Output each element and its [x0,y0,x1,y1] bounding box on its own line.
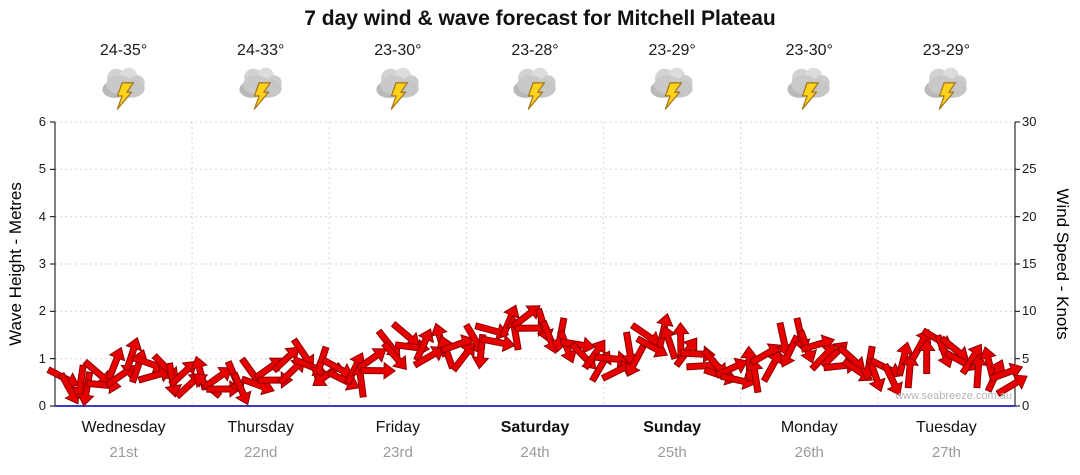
wind-arrow [901,352,920,389]
wind-arrow [909,328,932,362]
day-weather-icon [466,64,603,116]
day-weather-icon [604,64,741,116]
page-title: 7 day wind & wave forecast for Mitchell … [304,7,776,30]
wave-height-tick-label: 6 [38,114,46,129]
wind-arrow [594,350,630,369]
x-label-day-date: 26th [794,444,824,461]
x-label-day-date: 24th [520,444,550,461]
wind-arrow [917,338,936,375]
wind-arrow [277,358,306,386]
wind-arrows-layer [46,304,1028,407]
wind-arrow [881,362,903,397]
day-weather-icon [878,64,1015,116]
wind-arrow [123,336,143,372]
x-label-day-date: 22nd [244,444,278,461]
x-label-day-name: Sunday [643,419,702,436]
watermark: www.seabreeze.com.au [895,390,1012,402]
x-label-day-name: Thursday [227,419,295,436]
wind-arrow [360,361,396,380]
wind-speed-tick-label: 20 [1022,208,1037,224]
storm-cloud-lightning-icon [513,67,556,110]
wind-arrow [624,344,647,378]
day-temp: 23-29° [922,42,971,59]
x-label-day-date: 27th [931,444,962,461]
day-temp: 24-33° [237,42,285,59]
day-temp: 23-29° [648,42,696,59]
wave-height-tick-label: 4 [38,208,46,224]
day-weather-icon [329,64,466,116]
wave-height-tick-label: 2 [38,303,46,319]
wind-arrow [230,371,252,406]
x-label-day-date: 25th [657,444,687,461]
wind-arrow [714,357,749,379]
wind-speed-tick-label: 0 [1022,398,1030,413]
x-label-day-name: Monday [780,419,838,436]
x-label-day-date: 23rd [382,444,413,461]
day-temp: 23-28° [511,42,559,59]
x-label-day-name: Tuesday [916,419,977,436]
x-label-day-name: Wednesday [81,419,166,436]
storm-cloud-lightning-icon [101,67,145,110]
day-weather-icon [55,64,192,116]
x-label-day-name: Friday [375,419,421,436]
wind-arrow [720,372,756,391]
storm-cloud-lightning-icon [650,67,693,110]
wind-arrow [866,357,886,393]
wind-arrow [381,340,407,371]
wind-arrow [995,374,1028,397]
storm-cloud-lightning-icon [376,67,419,110]
wind-speed-tick-label: 30 [1022,114,1037,129]
day-temp: 24-35° [99,42,148,59]
wave-height-tick-label: 5 [38,161,46,177]
wind-arrow [310,345,330,381]
storm-cloud-lightning-icon [239,67,282,110]
day-weather-icon [192,64,329,116]
wind-arrow [659,325,679,361]
x-label-day-name: Saturday [500,419,570,436]
day-temp: 23-30° [374,42,422,59]
day-temp: 23-30° [785,42,833,59]
storm-cloud-lightning-icon [924,67,968,110]
storm-cloud-lightning-icon [787,67,830,110]
wind-arrow [412,345,446,369]
wind-arrow [355,348,387,372]
wind-arrow [450,342,475,373]
wind-speed-tick-label: 15 [1022,256,1037,271]
wind-arrow [745,357,764,394]
wind-arrow [105,346,126,381]
grid-layer [50,121,1020,407]
wind-speed-tick-label: 25 [1022,161,1037,177]
right-axis-label: Wind Speed - Knots [1053,188,1072,340]
wind-arrow [969,352,988,389]
wind-speed-tick-label: 5 [1022,350,1030,366]
wind-arrow [201,367,233,391]
wind-arrow [104,364,136,389]
wind-arrow [137,365,173,384]
wind-arrow [510,305,541,330]
day-weather-icon [741,64,878,116]
x-label-day-date: 21st [109,444,138,461]
wave-height-tick-label: 1 [38,350,46,366]
wave-height-tick-label: 0 [38,398,46,413]
wave-height-tick-label: 3 [38,256,46,271]
wind-speed-tick-label: 10 [1022,303,1037,319]
